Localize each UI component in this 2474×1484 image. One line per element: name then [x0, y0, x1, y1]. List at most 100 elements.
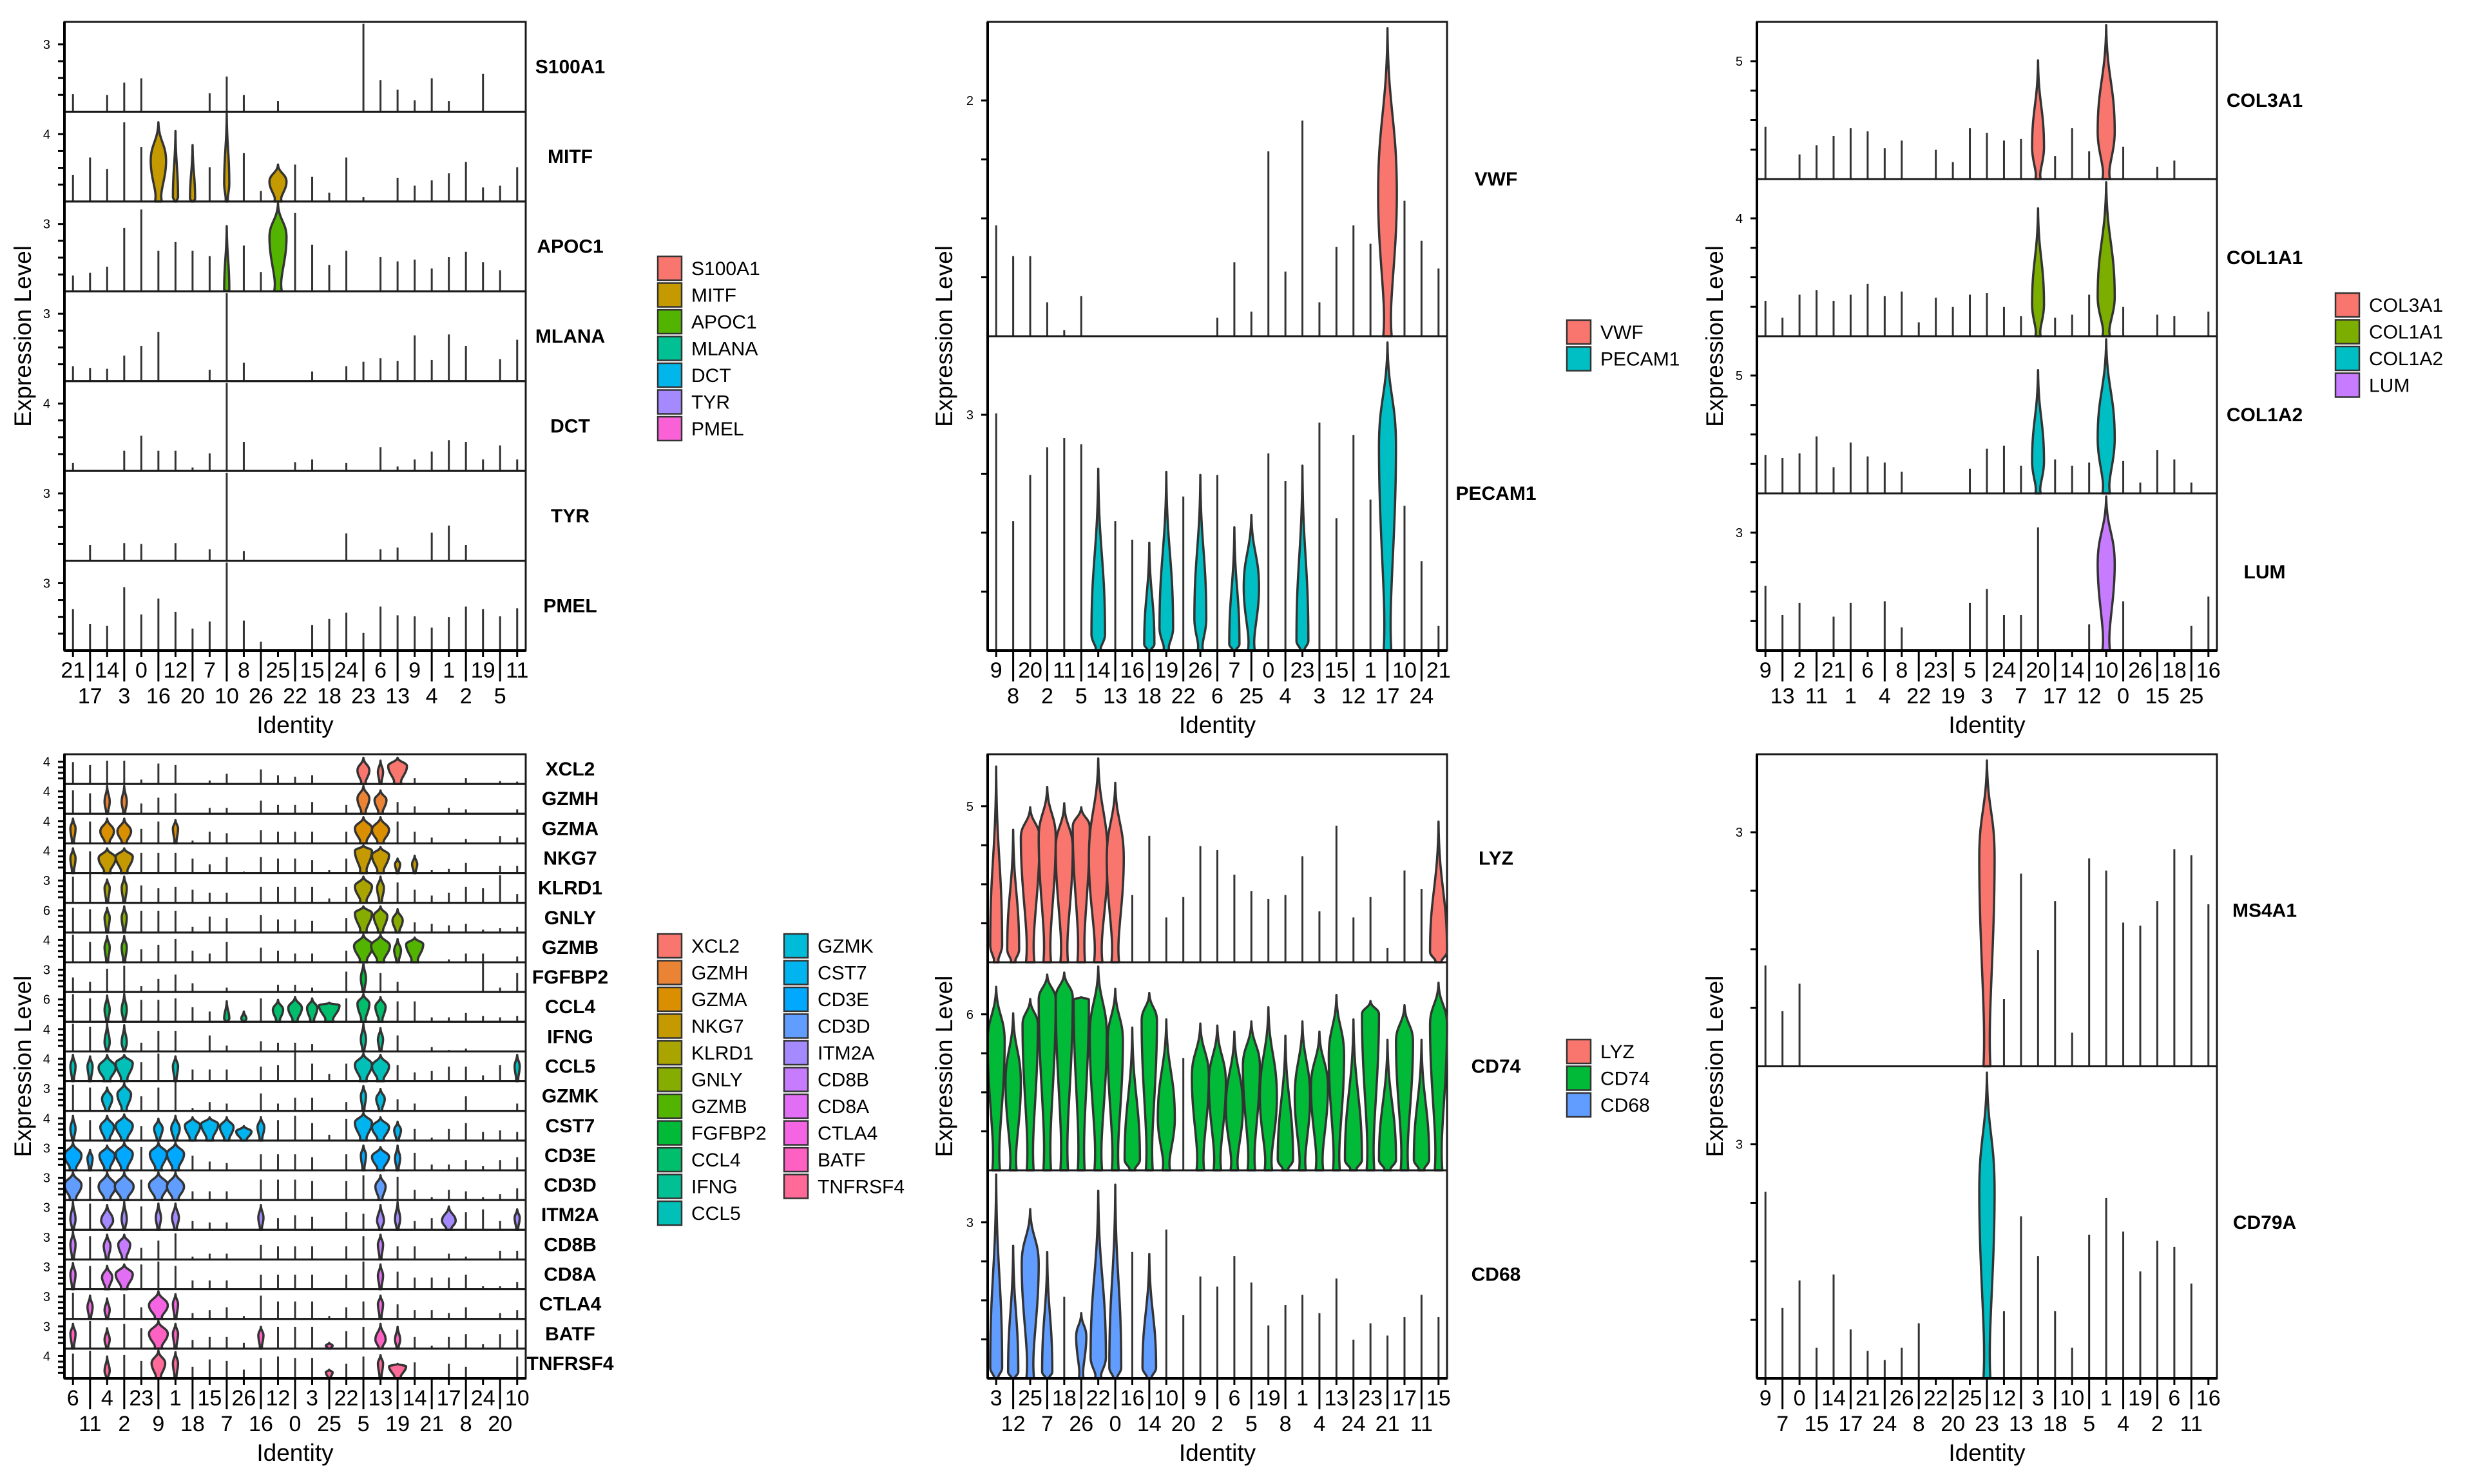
legend-key — [783, 1067, 809, 1092]
x-tick-label: 16 — [1120, 658, 1145, 683]
legend-label: APOC1 — [691, 312, 757, 333]
gene-row-tyr: 3 TYR — [43, 470, 590, 562]
y-tick-label: 3 — [43, 1320, 50, 1334]
gene-label: KLRD1 — [538, 878, 602, 899]
gene-row-ccl5: 4 CCL5 — [43, 1050, 595, 1083]
y-tick-label: 3 — [43, 1172, 50, 1186]
x-tick-label: 0 — [1794, 1386, 1806, 1411]
x-tick-label: 3 — [306, 1386, 318, 1411]
gene-label: GNLY — [544, 908, 597, 929]
x-tick-label: 10 — [505, 1386, 530, 1411]
legend-item: ITM2A — [783, 1040, 874, 1066]
legend-item: LYZ — [1566, 1038, 1635, 1065]
violin-mark — [356, 756, 371, 785]
violin-mark — [2031, 368, 2046, 495]
row-frame — [63, 21, 527, 113]
violin-mark — [69, 1114, 77, 1142]
x-tick-label: 4 — [426, 684, 438, 709]
violin-mark — [373, 789, 388, 815]
x-tick-label: 15 — [1324, 658, 1348, 683]
legend-item: COL1A1 — [2334, 319, 2443, 345]
gene-row-gzma: 4 GZMA — [43, 812, 599, 845]
legend-label: GNLY — [691, 1070, 742, 1091]
legend-label: VWF — [1600, 322, 1644, 343]
y-tick-label: 3 — [43, 38, 50, 52]
gene-row-pecam1: 3 PECAM1 — [966, 335, 1537, 652]
gene-label: CST7 — [546, 1116, 595, 1137]
violin-mark — [388, 1362, 408, 1380]
y-tick-label: 3 — [43, 487, 50, 501]
violin-mark — [101, 1264, 114, 1291]
legend-key — [657, 1174, 683, 1199]
legend-label: S100A1 — [691, 258, 760, 280]
gene-label: APOC1 — [537, 236, 603, 258]
legend-item: CST7 — [783, 960, 867, 985]
x-tick-label: 5 — [358, 1412, 370, 1436]
violin-mark — [370, 933, 391, 964]
violin-mark — [184, 1116, 202, 1142]
x-tick-label: 13 — [2009, 1412, 2033, 1436]
violin-mark — [354, 875, 374, 904]
violin-mark — [354, 815, 374, 845]
violin-mark — [103, 1022, 111, 1053]
x-tick-label: 18 — [2162, 658, 2187, 683]
y-tick-label: 4 — [43, 933, 50, 947]
legend-key — [657, 986, 683, 1013]
violin-mark — [1361, 1000, 1381, 1172]
violin-mark — [376, 1354, 385, 1380]
legend-key — [783, 1174, 809, 1199]
y-tick-label: 3 — [43, 1082, 50, 1096]
x-tick-label: 24 — [334, 658, 359, 683]
violin-mark — [1108, 1183, 1123, 1380]
x-tick-label: 19 — [2128, 1386, 2153, 1411]
y-tick-label: 4 — [43, 1112, 50, 1126]
violin-mark — [376, 875, 385, 904]
y-tick-label: 6 — [43, 993, 50, 1007]
y-tick-label: 3 — [43, 1260, 50, 1275]
violin-mark — [1106, 987, 1124, 1172]
violin-mark — [1978, 759, 1996, 1068]
violin-mark — [1309, 1031, 1329, 1172]
x-tick-label: 11 — [1053, 658, 1075, 683]
gene-row-cst7: 4 CST7 — [43, 1110, 595, 1142]
x-tick-label: 23 — [351, 684, 376, 709]
violin-mark — [120, 1201, 128, 1232]
violin-mark — [376, 1027, 385, 1053]
violin-mark — [1088, 965, 1108, 1172]
legend-item: GZMH — [657, 960, 748, 985]
x-tick-label: 6 — [1211, 684, 1223, 709]
y-tick-label: 4 — [43, 1052, 50, 1067]
x-tick-label: 15 — [1805, 1412, 1829, 1436]
violin-mark — [102, 1233, 112, 1261]
y-tick-label: 3 — [1736, 1138, 1743, 1152]
violin-mark — [2096, 495, 2116, 652]
x-tick-label: 18 — [1137, 684, 1162, 709]
gene-label: TNFRSF4 — [527, 1353, 614, 1375]
x-tick-label: 0 — [135, 658, 148, 683]
violin-mark — [356, 785, 371, 815]
legend-key — [657, 255, 683, 281]
gene-label: COL1A2 — [2227, 404, 2303, 426]
violin-mark — [113, 1171, 135, 1201]
violin-mark — [63, 1171, 83, 1201]
legend-key — [2334, 345, 2361, 372]
x-tick-label: 21 — [1856, 1386, 1880, 1411]
x-tick-label: 2 — [1794, 658, 1806, 683]
y-tick-label: 3 — [43, 1141, 50, 1156]
x-tick-label: 10 — [2094, 658, 2118, 683]
gene-row-xcl2: 4 XCL2 — [43, 753, 595, 785]
row-frame — [63, 470, 527, 562]
legend-key — [783, 1093, 809, 1119]
gene-row-gzmb: 4 GZMB — [43, 931, 599, 964]
legend-label: CST7 — [818, 963, 867, 984]
x-tick-label: 7 — [204, 658, 216, 683]
x-tick-label: 4 — [1280, 684, 1292, 709]
x-tick-label: 21 — [419, 1412, 444, 1436]
x-tick-label: 26 — [2128, 658, 2153, 683]
gene-label: CTLA4 — [539, 1294, 602, 1315]
gene-row-klrd1: 3 KLRD1 — [43, 872, 602, 904]
x-tick-label: 13 — [385, 684, 410, 709]
x-tick-label: 10 — [215, 684, 239, 709]
x-tick-label: 6 — [67, 1386, 79, 1411]
violin-mark — [354, 844, 374, 875]
